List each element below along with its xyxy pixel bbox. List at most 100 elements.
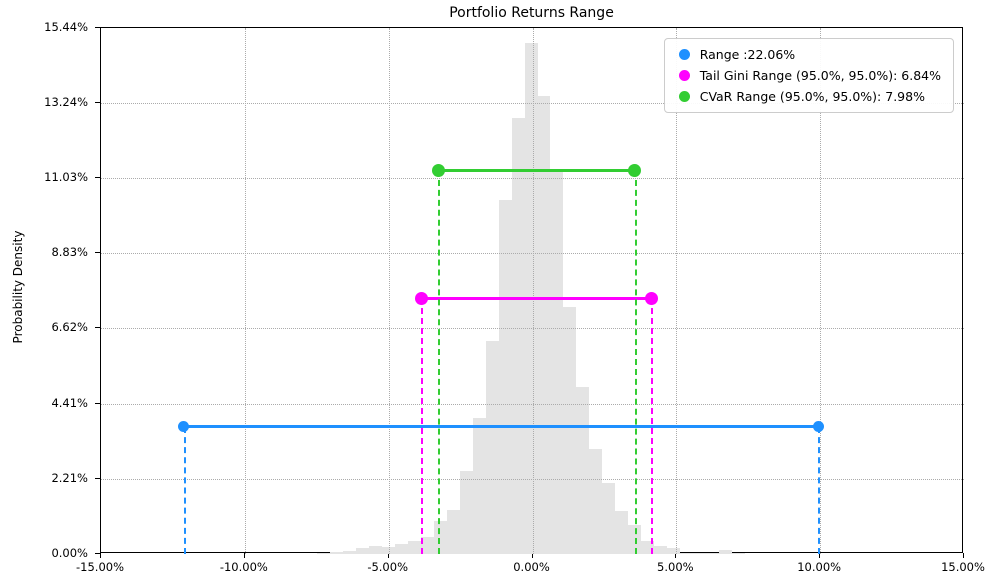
legend-marker-icon: [678, 49, 690, 60]
cvar-range-endpoint-marker: [628, 163, 642, 177]
y-tick-label: 2.21%: [51, 470, 88, 485]
y-tick-mark: [95, 101, 100, 103]
y-tick-label: 6.62%: [51, 320, 88, 335]
histogram-bar: [589, 448, 603, 554]
gridline-vertical: [244, 28, 246, 554]
gridline-horizontal: [101, 478, 964, 480]
gridline-horizontal: [101, 403, 964, 405]
histogram-bar: [433, 520, 447, 554]
range-endpoint-marker: [812, 421, 824, 433]
histogram-bar: [356, 547, 370, 554]
x-tick-label: -5.00%: [367, 560, 408, 574]
x-tick-label: -10.00%: [219, 560, 268, 574]
y-tick-mark: [95, 402, 100, 404]
gridline-horizontal: [101, 178, 964, 180]
gridline-horizontal: [101, 102, 964, 104]
histogram-bar: [511, 117, 525, 554]
histogram-bar: [654, 545, 667, 554]
histogram-bar: [602, 483, 616, 554]
cvar-range-line: [438, 168, 635, 172]
histogram-bar: [408, 541, 422, 554]
x-tick-label: 0.00%: [513, 560, 550, 574]
y-tick-mark: [95, 553, 100, 554]
range-drop-line: [183, 426, 186, 554]
histogram-bar: [705, 552, 719, 554]
histogram-bar: [343, 550, 357, 554]
histogram-bar: [498, 199, 512, 554]
range-drop-line: [818, 426, 821, 554]
histogram-bar: [317, 552, 331, 554]
y-tick-mark: [95, 27, 100, 28]
tail-gini-range-drop-line: [651, 298, 654, 554]
plot-area: Range :22.06% Tail Gini Range (95.0%, 95.…: [100, 27, 964, 554]
histogram-bar: [679, 552, 693, 554]
tail-gini-range-drop-line: [421, 298, 424, 554]
x-tick-mark: [675, 553, 677, 558]
histogram-bar: [550, 170, 564, 554]
x-tick-mark: [243, 553, 245, 558]
x-tick-mark: [387, 553, 389, 558]
range-endpoint-marker: [178, 421, 190, 433]
histogram-bar: [563, 306, 577, 554]
y-axis-label: Probability Density: [11, 230, 25, 344]
legend-item: Range :22.06%: [675, 47, 941, 62]
x-tick-mark: [531, 553, 533, 558]
cvar-range-endpoint-marker: [431, 163, 445, 177]
legend-marker-icon: [678, 70, 690, 81]
gridline-vertical: [820, 28, 822, 554]
histogram-bar: [666, 547, 680, 554]
tail-gini-range-line: [421, 296, 651, 300]
x-tick-label: 5.00%: [657, 560, 694, 574]
histogram-bar: [641, 541, 655, 554]
histogram-bar: [369, 545, 383, 554]
x-tick-label: 10.00%: [797, 560, 842, 574]
gridline-vertical: [532, 28, 534, 554]
y-tick-mark: [95, 477, 100, 479]
y-tick-mark: [95, 177, 100, 179]
tail-gini-range-endpoint-marker: [644, 291, 658, 305]
range-line: [183, 425, 819, 429]
histogram-bar: [576, 386, 590, 554]
gridline-vertical: [388, 28, 390, 554]
histogram-bar: [731, 553, 745, 554]
histogram-bar: [421, 536, 434, 554]
x-tick-mark: [819, 553, 821, 558]
histogram-bar: [692, 552, 706, 554]
legend-item: CVaR Range (95.0%, 95.0%): 7.98%: [675, 89, 941, 104]
x-tick-label: 15.00%: [941, 560, 985, 574]
histogram-bar: [537, 95, 551, 554]
y-tick-label: 13.24%: [44, 94, 88, 109]
legend-item: Tail Gini Range (95.0%, 95.0%): 6.84%: [675, 68, 941, 83]
y-tick-label: 4.41%: [51, 395, 88, 410]
y-tick-label: 15.44%: [44, 20, 88, 34]
y-tick-label: 8.83%: [51, 245, 88, 260]
cvar-range-drop-line: [634, 170, 637, 554]
gridline-vertical: [676, 28, 678, 554]
legend-label: Tail Gini Range (95.0%, 95.0%): 6.84%: [699, 68, 941, 83]
y-tick-label: 0.00%: [51, 546, 88, 560]
x-tick-mark: [963, 553, 964, 558]
tail-gini-range-endpoint-marker: [414, 291, 428, 305]
histogram-bar: [472, 417, 486, 554]
legend-marker-icon: [678, 91, 690, 102]
histogram-bar: [395, 543, 409, 554]
histogram-bar: [628, 525, 642, 554]
x-tick-mark: [100, 553, 101, 558]
legend: Range :22.06% Tail Gini Range (95.0%, 95.…: [663, 38, 954, 113]
gridline-horizontal: [101, 253, 964, 255]
histogram-bar: [459, 470, 473, 554]
histogram-bar: [718, 550, 732, 554]
gridline-horizontal: [101, 328, 964, 330]
histogram-bar: [446, 510, 460, 554]
legend-label: CVaR Range (95.0%, 95.0%): 7.98%: [699, 89, 925, 104]
y-tick-label: 11.03%: [44, 170, 88, 185]
y-tick-mark: [95, 252, 100, 254]
histogram-bar: [485, 340, 499, 554]
legend-label: Range :22.06%: [699, 47, 796, 62]
cvar-range-drop-line: [438, 170, 441, 554]
x-tick-label: -15.00%: [76, 560, 124, 574]
histogram-bar: [330, 551, 344, 554]
chart-title: Portfolio Returns Range: [449, 5, 614, 21]
histogram-bar: [615, 511, 629, 554]
